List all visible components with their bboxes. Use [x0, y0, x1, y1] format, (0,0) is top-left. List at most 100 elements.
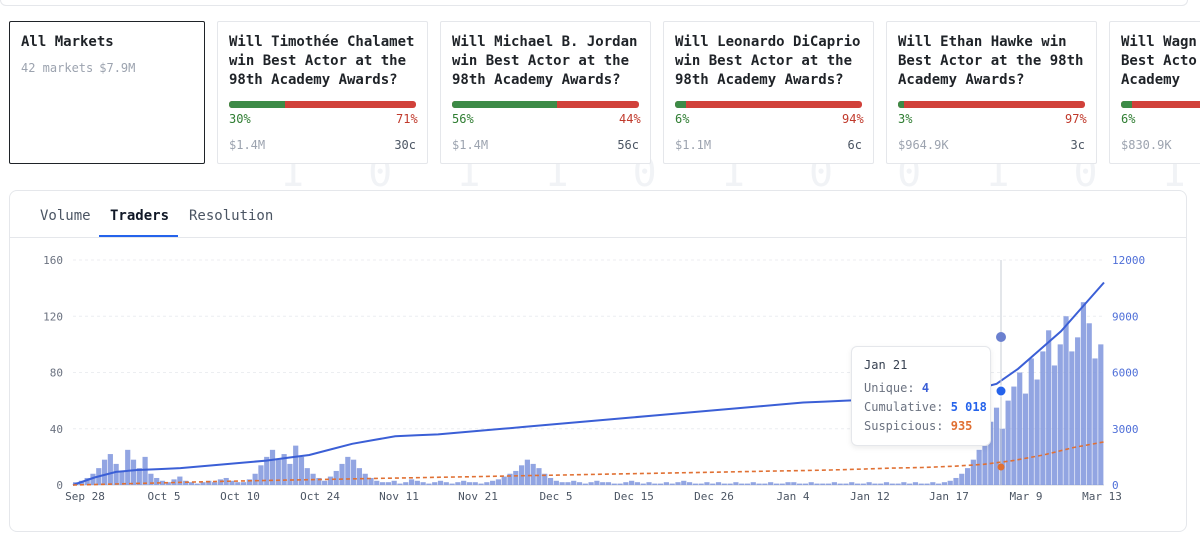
- market-card[interactable]: Will Michael B. Jordan win Best Actor at…: [440, 21, 651, 164]
- bar: [895, 483, 901, 485]
- probability-bar: [1121, 101, 1200, 108]
- bar: [339, 463, 345, 485]
- bar: [356, 468, 363, 485]
- bar: [269, 449, 276, 485]
- x-tick-label: Mar 13: [1082, 490, 1122, 503]
- market-card[interactable]: Will Ethan Hawke win Best Actor at the 9…: [886, 21, 1097, 164]
- market-price: 56c: [617, 138, 639, 152]
- market-volume: $1.4M: [229, 138, 266, 152]
- bar: [304, 468, 310, 485]
- market-volume: $830.9K: [1121, 138, 1172, 152]
- tooltip-unique: Unique: 4: [864, 381, 929, 395]
- market-card[interactable]: Will Leonardo DiCaprio win Best Actor at…: [663, 21, 874, 164]
- bar: [594, 480, 600, 485]
- bar: [374, 480, 380, 485]
- bar: [565, 482, 571, 485]
- x-tick-label: Jan 4: [776, 490, 809, 503]
- bar: [658, 483, 664, 485]
- x-tick-label: Oct 24: [300, 490, 340, 503]
- yes-percent: 3%: [898, 112, 913, 126]
- bar: [368, 477, 374, 485]
- bar: [663, 482, 669, 485]
- bar: [542, 473, 548, 485]
- bar: [854, 483, 861, 485]
- x-tick-label: Dec 5: [539, 490, 572, 503]
- bar: [391, 480, 397, 485]
- bar: [878, 483, 884, 485]
- bar: [837, 483, 843, 485]
- bar: [872, 483, 878, 485]
- bar: [883, 482, 890, 485]
- bar: [501, 476, 507, 485]
- bar: [698, 483, 704, 485]
- bar: [107, 454, 113, 485]
- bar: [484, 482, 490, 485]
- market-price: 3c: [1070, 138, 1085, 152]
- market-card-all[interactable]: All Markets 42 markets $7.9M: [9, 21, 205, 164]
- bar: [576, 482, 583, 485]
- bar: [669, 483, 675, 485]
- suspicious-marker: [997, 463, 1005, 471]
- bar: [287, 463, 293, 485]
- bar: [240, 482, 247, 485]
- bar: [553, 480, 559, 485]
- bar: [733, 482, 739, 485]
- bar: [154, 477, 160, 485]
- bar: [947, 480, 953, 485]
- bar: [762, 483, 768, 485]
- market-card[interactable]: Will Timothée Chalamet win Best Actor at…: [217, 21, 428, 164]
- y-right-tick-label: 3000: [1112, 423, 1139, 436]
- bar: [976, 449, 982, 485]
- tab-resolution[interactable]: Resolution: [189, 208, 274, 224]
- bar: [252, 473, 258, 485]
- bar: [785, 482, 791, 485]
- bar: [200, 482, 206, 485]
- bar: [646, 482, 652, 485]
- bar: [258, 465, 264, 485]
- yes-percent: 6%: [1121, 112, 1136, 126]
- bar: [229, 480, 235, 485]
- bar: [113, 463, 119, 485]
- bar: [797, 483, 803, 485]
- x-tick-label: Nov 21: [458, 490, 498, 503]
- yes-fill: [452, 101, 557, 108]
- bar: [159, 480, 166, 485]
- bar: [715, 482, 722, 485]
- y-left-tick-label: 80: [50, 367, 63, 380]
- bar: [507, 473, 513, 485]
- tab-traders[interactable]: Traders: [110, 208, 170, 224]
- bar: [1017, 372, 1023, 485]
- bar: [362, 473, 368, 485]
- bar: [820, 483, 826, 485]
- bar: [629, 480, 635, 485]
- bar: [739, 483, 745, 485]
- yes-fill: [675, 101, 687, 108]
- bar: [478, 483, 484, 485]
- bar: [530, 463, 536, 485]
- market-card-partial[interactable]: Will Wagn Best Acto Academy 6% $830.9K: [1109, 21, 1200, 164]
- bar: [860, 483, 866, 485]
- bar: [490, 480, 496, 485]
- bar: [993, 407, 1000, 485]
- bar: [843, 483, 849, 485]
- bar: [449, 483, 455, 485]
- bar: [889, 483, 895, 485]
- tooltip-cumulative: Cumulative: 5 018: [864, 400, 987, 414]
- bar: [130, 459, 137, 485]
- tooltip-unique-value: 4: [921, 381, 930, 395]
- market-title: Will Michael B. Jordan win Best Actor at…: [452, 34, 638, 88]
- tooltip-suspicious: Suspicious: 935: [864, 419, 972, 433]
- bar: [472, 482, 478, 485]
- bar: [1080, 302, 1087, 485]
- yes-percent: 56%: [452, 112, 474, 126]
- active-tab-indicator: [99, 235, 178, 237]
- bar: [652, 483, 658, 485]
- bar: [1028, 358, 1034, 485]
- bar: [298, 456, 305, 485]
- bar: [1005, 400, 1011, 485]
- bar: [281, 454, 287, 485]
- bar: [466, 482, 473, 485]
- tab-volume[interactable]: Volume: [40, 208, 91, 224]
- bar: [432, 482, 438, 485]
